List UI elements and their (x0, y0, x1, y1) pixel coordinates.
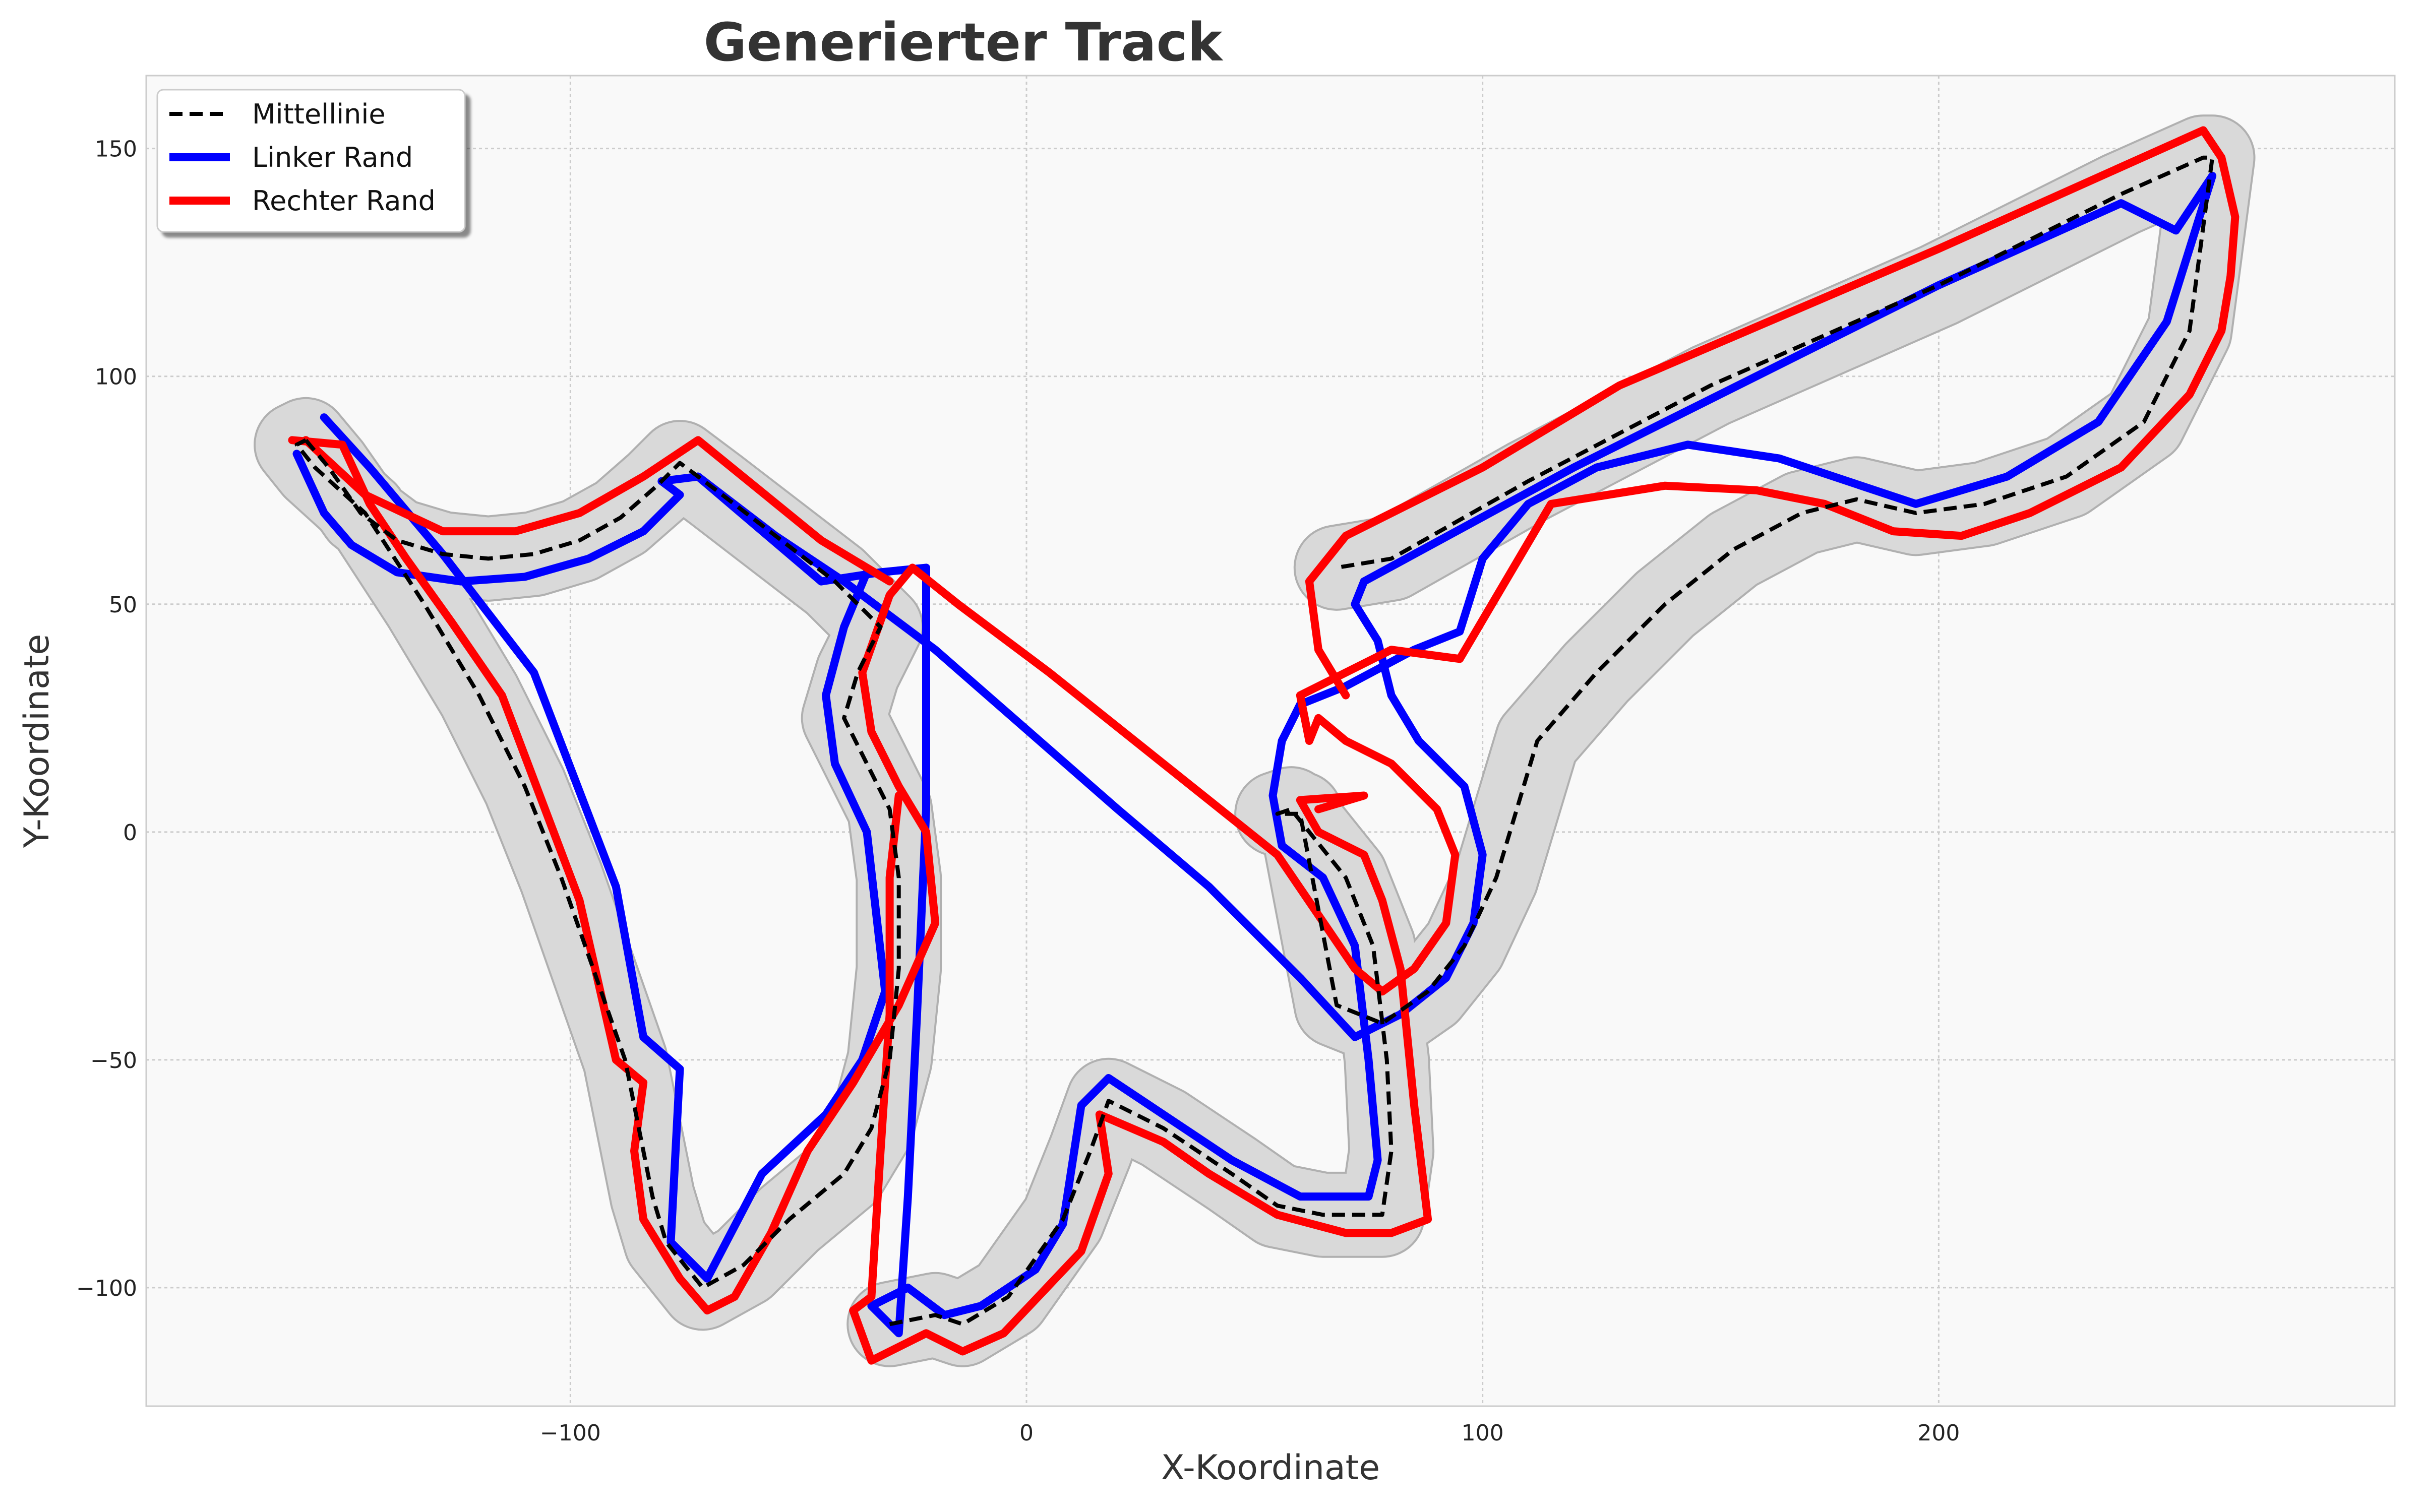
legend-label-centerline: Mittellinie (252, 98, 386, 130)
centerline-line (294, 438, 901, 1290)
right-edge-line (301, 436, 894, 586)
legend-box (156, 89, 466, 233)
centerline-series (294, 155, 2215, 1327)
axis-ticks: −100 0 100 200 −100 −50 0 50 100 150 (76, 137, 1960, 1446)
left-edge-line (292, 450, 930, 813)
x-tick-label: 100 (1462, 1420, 1504, 1446)
left-edge-line (867, 171, 2217, 1338)
left-edge-line (320, 413, 889, 1283)
y-axis-label: Y-Koordinate (17, 634, 57, 849)
right-edge-line (288, 126, 2240, 1315)
y-tick-label: 100 (95, 364, 137, 390)
y-tick-label: −100 (76, 1276, 137, 1301)
y-tick-label: 50 (109, 592, 137, 618)
chart-title: Generierter Track (704, 12, 1224, 73)
grid-lines (146, 76, 2395, 1406)
legend-label-right-edge: Rechter Rand (252, 185, 436, 217)
y-tick-label: 0 (123, 820, 137, 846)
y-tick-label: 150 (95, 137, 137, 162)
x-axis-label: X-Koordinate (1161, 1448, 1380, 1488)
y-tick-label: −50 (90, 1048, 137, 1074)
left-edge-series (292, 171, 2217, 1338)
right-edge-line (849, 791, 1432, 1365)
x-tick-label: −100 (540, 1420, 601, 1446)
legend-label-left-edge: Linker Rand (252, 142, 413, 173)
x-tick-label: 0 (1019, 1420, 1034, 1446)
centerline-line (889, 155, 2215, 1327)
legend: Mittellinie Linker Rand Rechter Rand (156, 89, 466, 233)
x-tick-label: 200 (1917, 1420, 1960, 1446)
right-edge-series (288, 126, 2240, 1365)
